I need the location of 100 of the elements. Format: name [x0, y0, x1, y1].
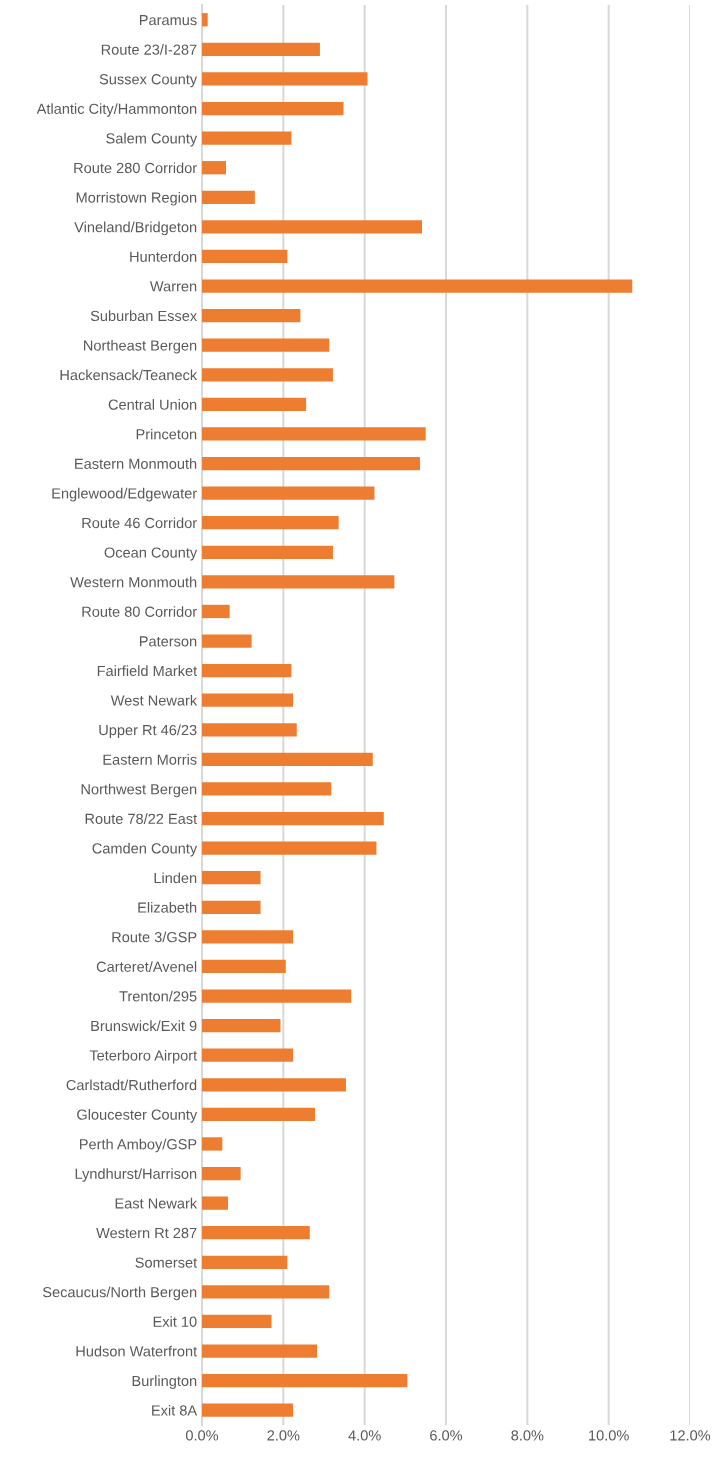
bar: [202, 989, 352, 1003]
bar: [202, 42, 320, 57]
y-tick-label: Salem County: [106, 132, 198, 147]
bar: [202, 1018, 281, 1033]
bar: [202, 663, 292, 678]
bar: [202, 811, 384, 826]
bar: [202, 841, 377, 855]
y-tick-label: Elizabeth: [138, 902, 197, 913]
y-tick-label: Hackensack/Teaneck: [60, 369, 198, 381]
bar: [202, 516, 339, 530]
y-tick-label: Upper Rt 46/23: [99, 724, 197, 739]
bar: [202, 871, 261, 885]
x-tick-label: 0.0%: [185, 1430, 219, 1441]
bar: [202, 575, 395, 589]
y-tick-label: Paterson: [139, 636, 197, 647]
y-tick-label: Carlstadt/Rutherford: [66, 1079, 197, 1091]
y-tick-label: Brunswick/Exit 9: [91, 1020, 197, 1032]
y-tick-label: Linden: [154, 872, 197, 884]
y-tick-label: Western Monmouth: [70, 576, 197, 588]
bar: [202, 131, 292, 145]
y-tick-label: Princeton: [136, 428, 197, 440]
bar: [202, 249, 288, 264]
y-tick-label: Eastern Monmouth: [75, 458, 197, 469]
y-tick-label: Exit 8A: [152, 1404, 198, 1416]
bar: [202, 1285, 330, 1299]
y-tick-label: Route 78/22 East: [85, 813, 198, 824]
bar: [202, 427, 426, 441]
bar: [202, 959, 286, 974]
y-tick-label: Teterboro Airport: [89, 1049, 198, 1064]
y-tick-label: Secaucus/North Bergen: [42, 1286, 197, 1301]
y-tick-label: Atlantic City/Hammonton: [36, 103, 197, 117]
y-tick-label: Route 280 Corridor: [74, 162, 197, 174]
bar: [202, 1078, 346, 1092]
y-tick-label: Fairfield Market: [97, 665, 198, 677]
bar: [202, 1403, 294, 1417]
x-tick-label: 10.0%: [589, 1430, 629, 1441]
bar: [202, 1166, 241, 1181]
y-tick-label: Route 46 Corridor: [82, 517, 197, 529]
y-tick-label: Hunterdon: [130, 251, 197, 262]
y-tick-label: East Newark: [115, 1197, 198, 1209]
bar: [202, 693, 294, 707]
y-tick-label: Route 3/GSP: [112, 931, 197, 943]
y-tick-label: Carteret/Avenel: [96, 961, 197, 972]
bar: [202, 900, 261, 914]
bar: [202, 545, 333, 559]
y-tick-label: Northeast Bergen: [84, 339, 197, 354]
bar: [202, 1226, 310, 1240]
y-tick-label: Central Union: [108, 399, 197, 410]
y-tick-label: Northwest Bergen: [81, 783, 197, 798]
y-tick-label: Gloucester County: [77, 1109, 198, 1123]
y-tick-label: Perth Amboy/GSP: [80, 1138, 197, 1153]
x-tick-label: 2.0%: [267, 1430, 300, 1441]
y-tick-label: Ocean County: [104, 547, 198, 561]
bar: [202, 338, 330, 352]
bar: [202, 486, 375, 500]
bar: [202, 1255, 288, 1269]
x-tick-label: 12.0%: [670, 1430, 711, 1441]
bar: [202, 13, 208, 27]
y-tick-label: Suburban Essex: [90, 310, 197, 322]
x-tick-label: 6.0%: [430, 1430, 463, 1441]
bar: [202, 1137, 223, 1151]
y-tick-label: Burlington: [132, 1375, 197, 1389]
x-tick-label: 4.0%: [348, 1430, 381, 1441]
bar: [202, 1196, 229, 1210]
y-tick-label: Somerset: [135, 1257, 198, 1268]
bar: [202, 634, 252, 648]
bar: [202, 1314, 272, 1329]
bar: [202, 1373, 408, 1388]
y-tick-label: Paramus: [139, 15, 197, 26]
bar: [202, 1107, 316, 1122]
bar: [202, 190, 255, 204]
bar: [202, 604, 230, 619]
bar: [202, 930, 294, 944]
x-tick-label: 8.0%: [511, 1430, 544, 1441]
y-tick-label: Englewood/Edgewater: [52, 487, 197, 502]
bar: [202, 368, 333, 382]
bar: [202, 723, 297, 737]
bar: [202, 161, 226, 175]
bar: [202, 782, 332, 796]
y-tick-label: Lyndhurst/Harrison: [75, 1168, 197, 1182]
y-tick-label: Hudson Waterfront: [76, 1345, 198, 1357]
bar: [202, 72, 368, 86]
y-tick-label: Western Rt 287: [96, 1227, 197, 1239]
y-tick-label: Camden County: [92, 842, 198, 857]
y-tick-label: Route 80 Corridor: [82, 606, 197, 617]
y-tick-label: Exit 10: [153, 1316, 197, 1327]
y-tick-label: Trenton/295: [119, 990, 197, 1002]
y-tick-label: Warren: [149, 281, 197, 292]
bar: [202, 220, 423, 234]
y-tick-label: Route 23/I-287: [101, 44, 197, 55]
bar: [202, 397, 307, 412]
bar: [202, 101, 344, 116]
bar: [202, 308, 301, 323]
bar: [202, 456, 420, 471]
y-tick-label: West Newark: [110, 694, 198, 706]
bar: [202, 279, 633, 293]
bar: [202, 1344, 318, 1358]
y-tick-label: Vineland/Bridgeton: [74, 221, 197, 236]
y-tick-label: Eastern Morris: [103, 754, 197, 765]
bar: [202, 1048, 294, 1062]
